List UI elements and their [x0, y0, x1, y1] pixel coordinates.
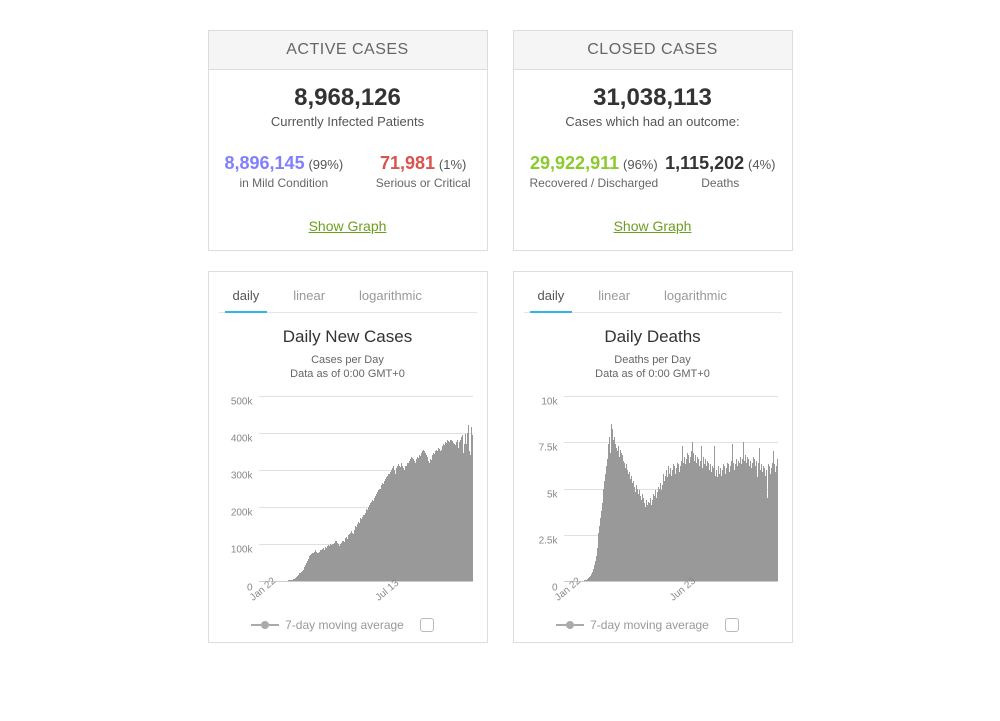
cases-chart-title: Daily New Cases: [219, 327, 477, 347]
deaths-legend-label: 7-day moving average: [590, 618, 709, 632]
deaths-chart-sub: Deaths per Day Data as of 0:00 GMT+0: [524, 353, 782, 382]
deaths-legend: 7-day moving average: [524, 618, 782, 632]
closed-show-graph-link[interactable]: Show Graph: [524, 218, 782, 234]
closed-recovered-num: 29,922,911: [530, 153, 619, 173]
deaths-tabs: daily linear logarithmic: [524, 280, 782, 313]
closed-recovered-pct: (96%): [623, 157, 658, 172]
active-serious-pct: (1%): [439, 157, 466, 172]
deaths-chart-sub2: Data as of 0:00 GMT+0: [595, 368, 710, 380]
dashboard-wrap: ACTIVE CASES 8,968,126 Currently Infecte…: [0, 0, 1000, 643]
cases-chart-sub: Cases per Day Data as of 0:00 GMT+0: [219, 353, 477, 382]
closed-total-sub: Cases which had an outcome:: [524, 114, 782, 129]
cases-legend-label: 7-day moving average: [285, 618, 404, 632]
tab-logarithmic[interactable]: logarithmic: [656, 282, 735, 312]
closed-total: 31,038,113: [524, 84, 782, 112]
active-serious-num: 71,981: [380, 153, 435, 173]
active-serious: 71,981 (1%) Serious or Critical: [376, 153, 471, 190]
closed-split: 29,922,911 (96%) Recovered / Discharged …: [524, 153, 782, 190]
active-mild-num: 8,896,145: [225, 153, 305, 173]
cases-chart-sub1: Cases per Day: [311, 354, 384, 366]
cases-tabs: daily linear logarithmic: [219, 280, 477, 313]
moving-average-icon: [566, 621, 574, 629]
deaths-plot: 02.5k5k7.5k10kJan 22Jun 23: [524, 392, 782, 612]
closed-deaths-pct: (4%): [748, 157, 775, 172]
active-mild-sub: in Mild Condition: [225, 176, 344, 190]
daily-deaths-chart-card: daily linear logarithmic Daily Deaths De…: [513, 271, 793, 643]
active-serious-sub: Serious or Critical: [376, 176, 471, 190]
active-cases-card: ACTIVE CASES 8,968,126 Currently Infecte…: [208, 30, 488, 251]
cases-chart-sub2: Data as of 0:00 GMT+0: [290, 368, 405, 380]
tab-daily[interactable]: daily: [530, 282, 573, 313]
daily-cases-chart-card: daily linear logarithmic Daily New Cases…: [208, 271, 488, 643]
deaths-chart-title: Daily Deaths: [524, 327, 782, 347]
tab-linear[interactable]: linear: [590, 282, 638, 312]
cases-plot: 0100k200k300k400k500kJan 22Jul 13: [219, 392, 477, 612]
closed-recovered: 29,922,911 (96%) Recovered / Discharged: [530, 153, 659, 190]
active-cases-header: ACTIVE CASES: [209, 31, 487, 70]
cases-moving-avg-checkbox[interactable]: [420, 618, 434, 632]
deaths-chart-sub1: Deaths per Day: [614, 354, 690, 366]
tab-daily[interactable]: daily: [225, 282, 268, 313]
active-mild: 8,896,145 (99%) in Mild Condition: [225, 153, 344, 190]
closed-cases-body: 31,038,113 Cases which had an outcome: 2…: [514, 70, 792, 250]
deaths-moving-avg-checkbox[interactable]: [725, 618, 739, 632]
closed-cases-card: CLOSED CASES 31,038,113 Cases which had …: [513, 30, 793, 251]
closed-deaths: 1,115,202 (4%) Deaths: [665, 153, 775, 190]
active-cases-body: 8,968,126 Currently Infected Patients 8,…: [209, 70, 487, 250]
tab-linear[interactable]: linear: [285, 282, 333, 312]
right-column: CLOSED CASES 31,038,113 Cases which had …: [513, 30, 793, 643]
moving-average-icon: [261, 621, 269, 629]
active-mild-pct: (99%): [308, 157, 343, 172]
active-total: 8,968,126: [219, 84, 477, 112]
closed-deaths-sub: Deaths: [665, 176, 775, 190]
active-show-graph-link[interactable]: Show Graph: [219, 218, 477, 234]
cases-legend: 7-day moving average: [219, 618, 477, 632]
tab-logarithmic[interactable]: logarithmic: [351, 282, 430, 312]
left-column: ACTIVE CASES 8,968,126 Currently Infecte…: [208, 30, 488, 643]
active-total-sub: Currently Infected Patients: [219, 114, 477, 129]
closed-cases-header: CLOSED CASES: [514, 31, 792, 70]
closed-recovered-sub: Recovered / Discharged: [530, 176, 659, 190]
closed-deaths-num: 1,115,202: [665, 153, 744, 173]
active-split: 8,896,145 (99%) in Mild Condition 71,981…: [219, 153, 477, 190]
